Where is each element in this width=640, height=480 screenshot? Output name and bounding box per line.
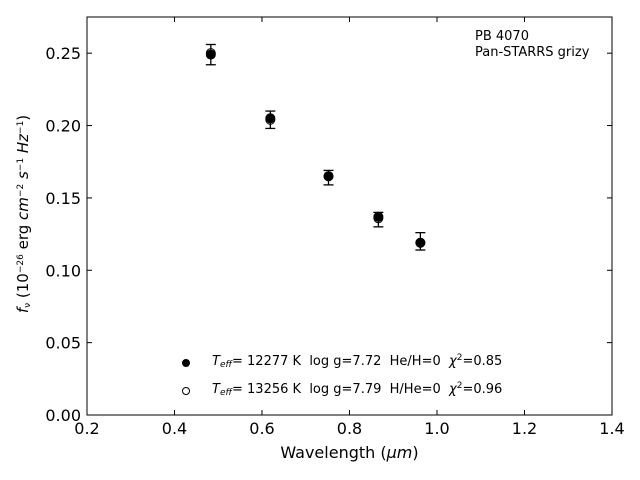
x-tick-label: 0.8: [337, 419, 362, 438]
chart-annotation: PB 4070 Pan-STARRS grizy: [475, 29, 589, 61]
y-tick-label: 0.10: [45, 261, 81, 280]
x-tick-label: 0.6: [249, 419, 274, 438]
model-point-open: [415, 237, 426, 248]
x-tick-label: 1.2: [512, 419, 537, 438]
x-tick-label: 0.4: [162, 419, 187, 438]
data-points-group: [205, 43, 426, 251]
ticks-group: 0.2 0.4 0.6 0.8 1.0 1.2 1.4 0.00 0.05 0.10 0.15 0.2…: [45, 17, 625, 438]
y-tick-label: 0.25: [45, 44, 81, 63]
model-point-open: [205, 48, 216, 59]
model-point-open: [265, 114, 276, 125]
x-tick-label: 1.4: [599, 419, 624, 438]
legend-entry-2: Teff= 13256 K log g=7.79 H/He=0 χ2=0.96: [212, 381, 503, 398]
x-tick-label: 1.0: [424, 419, 449, 438]
annotation-line-object: PB 4070: [475, 29, 529, 44]
model-point-open: [373, 213, 384, 224]
y-tick-label: 0.00: [45, 406, 81, 425]
y-tick-label: 0.05: [45, 334, 81, 353]
y-tick-label: 0.20: [45, 117, 81, 136]
x-tick-label: 0.2: [74, 419, 99, 438]
annotation-line-survey: Pan-STARRS grizy: [475, 45, 590, 60]
legend-marker-filled: [182, 359, 190, 367]
x-axis-label: Wavelength (μm): [280, 443, 419, 462]
legend-marker-open: [182, 387, 190, 395]
y-axis-label: fν (10−26 erg cm−2 s−1 Hz−1): [14, 114, 33, 314]
model-point-open: [323, 171, 334, 182]
legend-entry-1: Teff= 12277 K log g=7.72 He/H=0 χ2=0.85: [212, 353, 503, 370]
y-tick-label: 0.15: [45, 189, 81, 208]
